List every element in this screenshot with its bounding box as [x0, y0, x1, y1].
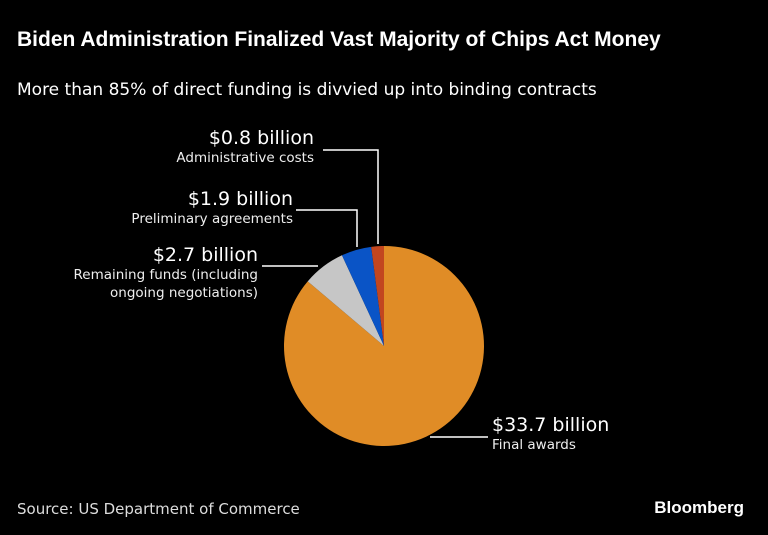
pie-slice-preliminary: [341, 246, 384, 346]
source-note: Source: US Department of Commerce: [17, 500, 300, 518]
label-remaining: $2.7 billion Remaining funds (including …: [58, 244, 259, 302]
pie-slice-remaining: [307, 255, 384, 346]
label-value: $0.8 billion: [208, 127, 314, 149]
label-value: $1.9 billion: [187, 188, 293, 210]
pie-slice-administrative: [371, 246, 384, 346]
label-final: $33.7 billion Final awards: [492, 414, 609, 454]
label-name: Final awards: [492, 437, 576, 453]
label-name: Remaining funds (including ongoing negot…: [73, 267, 259, 301]
label-value: $2.7 billion: [152, 244, 258, 266]
label-preliminary: $1.9 billion Preliminary agreements: [131, 188, 293, 228]
bloomberg-logo: Bloomberg: [654, 498, 744, 517]
label-name: Preliminary agreements: [131, 211, 293, 227]
leader-line-admin: [323, 149, 379, 244]
leader-line-preliminary: [296, 209, 358, 247]
label-name: Administrative costs: [176, 150, 314, 166]
label-value: $33.7 billion: [492, 414, 610, 436]
chart-subtitle: More than 85% of direct funding is divvi…: [17, 80, 597, 100]
label-admin: $0.8 billion Administrative costs: [176, 127, 314, 167]
chart-title: Biden Administration Finalized Vast Majo…: [17, 28, 661, 51]
